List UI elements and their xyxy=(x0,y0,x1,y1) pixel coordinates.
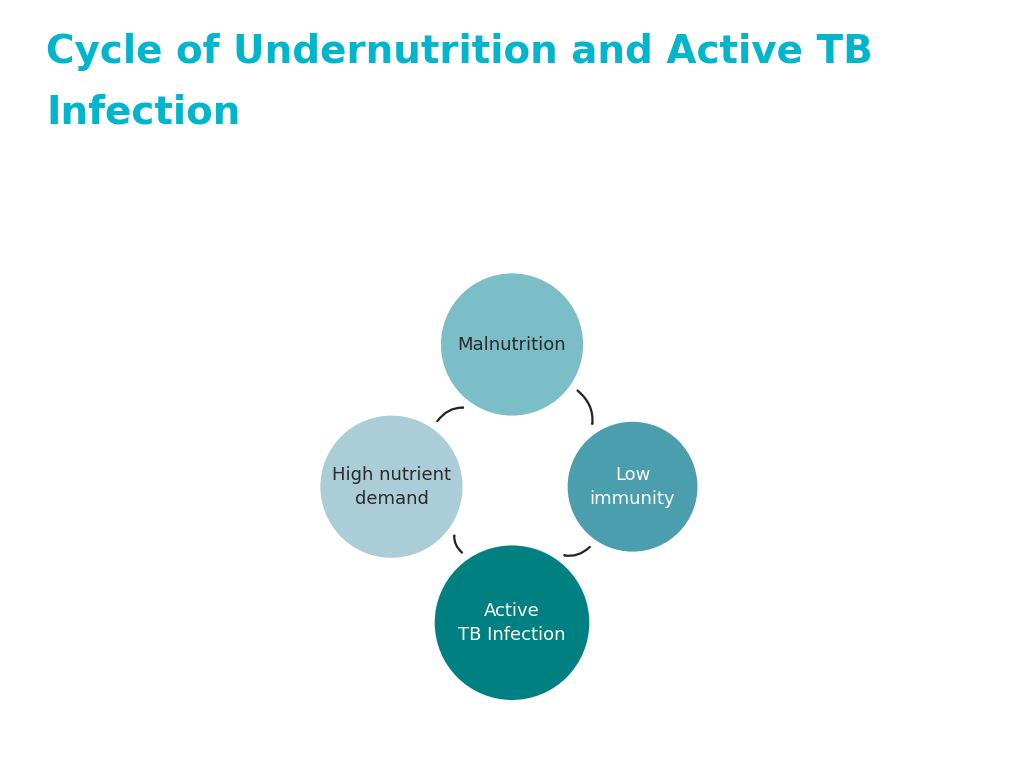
FancyArrowPatch shape xyxy=(437,408,463,421)
FancyArrowPatch shape xyxy=(564,547,590,556)
Text: Malnutrition: Malnutrition xyxy=(458,336,566,353)
Text: Low
immunity: Low immunity xyxy=(590,466,676,508)
FancyArrowPatch shape xyxy=(578,391,593,424)
FancyArrowPatch shape xyxy=(455,536,462,552)
Text: High nutrient
demand: High nutrient demand xyxy=(332,466,451,508)
Text: Active
TB Infection: Active TB Infection xyxy=(459,602,565,644)
Text: Cycle of Undernutrition and Active TB: Cycle of Undernutrition and Active TB xyxy=(46,34,872,71)
Circle shape xyxy=(321,415,463,558)
Circle shape xyxy=(435,545,589,700)
Text: Infection: Infection xyxy=(46,94,241,131)
Circle shape xyxy=(441,273,583,415)
Circle shape xyxy=(567,422,697,551)
